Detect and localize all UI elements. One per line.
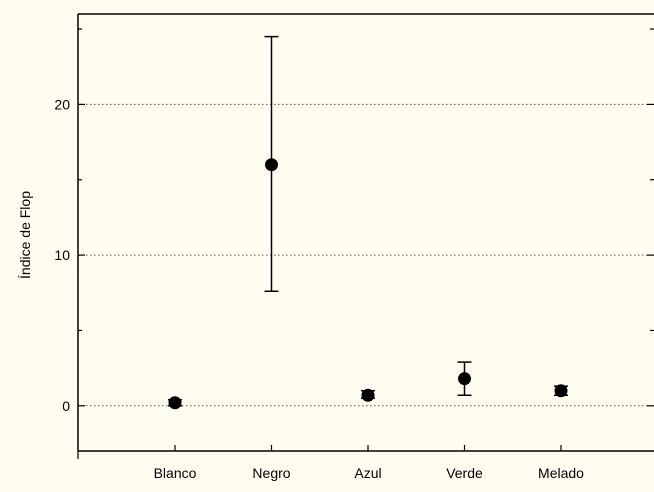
data-point: [458, 372, 471, 386]
data-point: [168, 396, 182, 410]
x-tick-label: Azul: [354, 465, 381, 481]
data-point: [554, 384, 568, 398]
x-tick-label: Blanco: [154, 465, 197, 481]
y-tick-label: 10: [54, 247, 70, 263]
y-axis-label: Índice de Flop: [17, 191, 33, 279]
x-tick-label: Negro: [252, 465, 290, 481]
y-tick-label: 20: [54, 96, 70, 112]
data-point: [265, 158, 278, 172]
axes-layer: 0 10 20 Blanco Negro Azul Verde Melado: [54, 13, 654, 481]
data-point: [361, 388, 375, 402]
data-layer: [168, 35, 568, 410]
x-tick-label: Verde: [446, 465, 483, 481]
y-tick-label: 0: [62, 398, 70, 414]
x-tick-label: Melado: [538, 465, 584, 481]
